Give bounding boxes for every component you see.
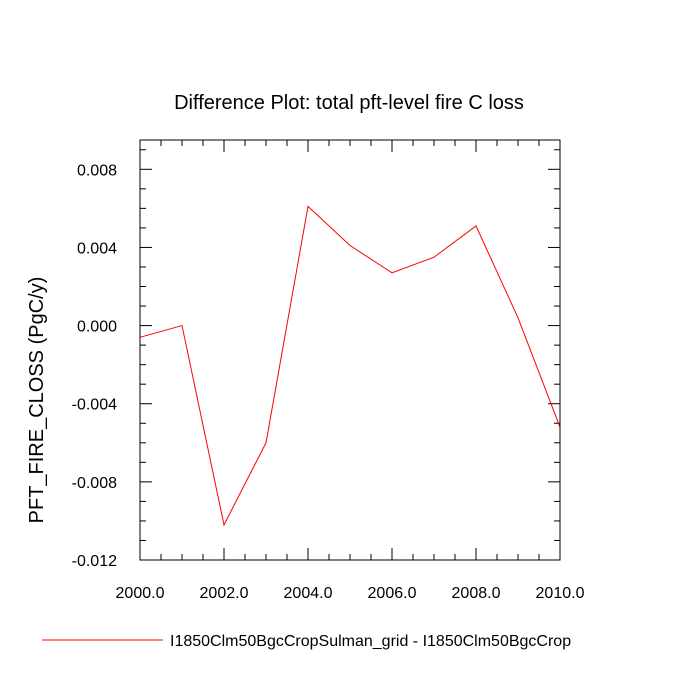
x-tick-label: 2004.0: [284, 585, 333, 602]
x-tick-label: 2000.0: [116, 585, 165, 602]
axis-ticks: 2000.0 2002.0 2004.0 2006.0 2008.0 2010.0 -0.0…: [72, 140, 585, 602]
x-tick-label: 2010.0: [536, 585, 585, 602]
x-tick-label: 2008.0: [452, 585, 501, 602]
y-tick-label: -0.012: [72, 553, 117, 570]
y-tick-label: -0.004: [72, 397, 117, 414]
plot-frame: [139, 139, 561, 561]
y-tick-label: 0.000: [77, 319, 117, 336]
x-tick-label: 2002.0: [200, 585, 249, 602]
y-axis-label: PFT_FIRE_CLOSS (PgC/y): [26, 277, 48, 524]
y-tick-label: -0.008: [72, 475, 117, 492]
y-tick-label: 0.008: [77, 162, 117, 179]
series-line: [139, 205, 561, 527]
chart-title: Difference Plot: total pft-level fire C …: [174, 92, 524, 114]
x-tick-label: 2006.0: [368, 585, 417, 602]
legend: I1850Clm50BgcCropSulman_grid - I1850Clm5…: [42, 633, 571, 650]
legend-label: I1850Clm50BgcCropSulman_grid - I1850Clm5…: [170, 633, 571, 650]
series-layer: [139, 205, 561, 527]
y-tick-label: 0.004: [77, 240, 117, 257]
